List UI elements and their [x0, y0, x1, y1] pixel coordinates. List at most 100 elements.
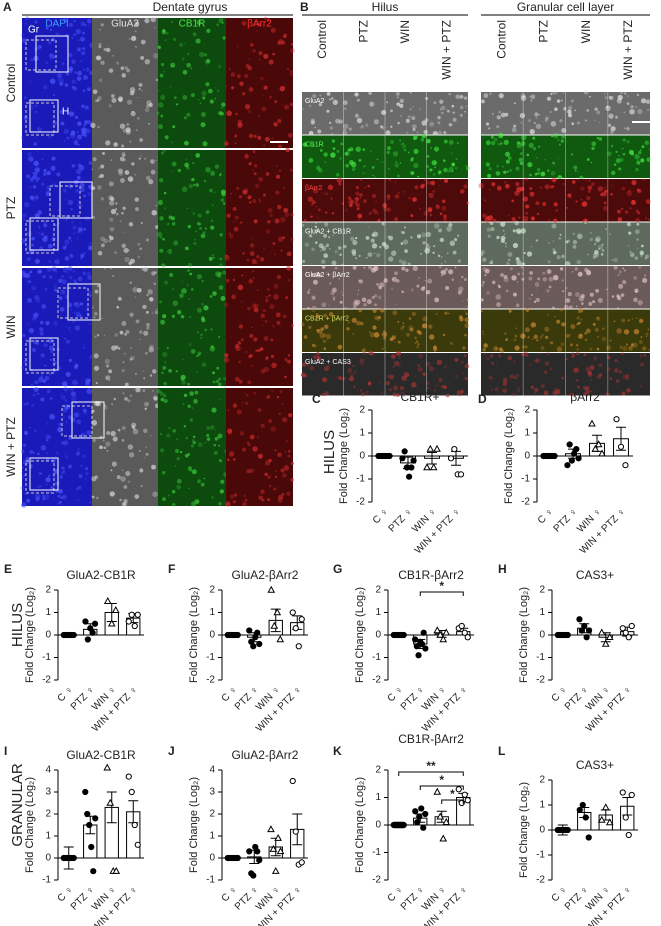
texture: [135, 319, 140, 324]
texture: [574, 267, 578, 271]
texture: [218, 336, 221, 338]
texture: [39, 246, 44, 251]
texture: [492, 378, 494, 380]
texture: [181, 358, 184, 361]
texture: [381, 109, 387, 115]
texture: [154, 310, 159, 315]
texture: [68, 22, 73, 28]
texture: [520, 95, 527, 101]
texture: [573, 165, 578, 170]
texture: [572, 232, 575, 235]
texture: [417, 366, 423, 373]
texture: [358, 308, 363, 313]
texture: [29, 270, 33, 274]
texture: [625, 343, 629, 346]
texture: [516, 389, 520, 393]
texture: [32, 26, 36, 30]
texture: [213, 191, 216, 194]
texture: [514, 345, 520, 351]
texture: [260, 369, 266, 374]
texture: [618, 283, 624, 289]
texture: [245, 351, 248, 353]
texture: [182, 95, 188, 100]
texture: [75, 487, 78, 490]
texture: [68, 464, 73, 469]
texture: [29, 195, 35, 200]
texture: [175, 438, 179, 441]
texture: [433, 389, 436, 392]
texture: [379, 308, 385, 313]
texture: [49, 358, 53, 361]
texture: [618, 154, 620, 157]
texture: [123, 320, 126, 323]
texture: [548, 218, 551, 221]
texture: [234, 142, 237, 145]
texture: [136, 287, 142, 293]
texture: [143, 428, 148, 433]
texture: [598, 121, 601, 123]
texture: [113, 251, 118, 255]
texture: [366, 299, 372, 305]
texture: [39, 331, 44, 336]
texture: [353, 299, 358, 303]
texture: [547, 260, 551, 264]
texture: [644, 256, 648, 260]
y-tick-label: -1: [536, 652, 545, 663]
texture: [191, 407, 194, 409]
data-point: [423, 463, 431, 471]
texture: [134, 494, 140, 499]
texture: [187, 382, 191, 386]
texture: [371, 193, 377, 199]
texture: [414, 185, 419, 190]
texture: [331, 139, 336, 143]
texture: [644, 140, 650, 146]
texture: [397, 121, 400, 125]
texture: [281, 104, 283, 106]
texture: [65, 219, 68, 222]
texture: [108, 195, 114, 201]
texture: [27, 323, 30, 326]
texture: [328, 312, 334, 317]
texture: [176, 484, 182, 490]
texture: [137, 117, 140, 120]
texture: [544, 158, 546, 161]
y-tick-label: 1: [539, 607, 545, 618]
texture: [433, 350, 436, 352]
texture: [249, 201, 252, 204]
texture: [592, 300, 596, 304]
texture: [69, 387, 74, 392]
texture: [205, 210, 210, 214]
texture: [102, 151, 105, 155]
data-point: [597, 628, 606, 636]
texture: [502, 165, 504, 168]
texture: [249, 468, 255, 474]
texture: [482, 281, 485, 284]
texture: [319, 250, 322, 252]
texture: [380, 125, 383, 128]
texture: [540, 171, 546, 177]
texture: [637, 108, 643, 115]
texture: [166, 433, 171, 438]
texture: [202, 96, 206, 100]
texture: [527, 119, 531, 123]
texture: [172, 429, 176, 433]
texture: [194, 390, 199, 395]
texture: [403, 226, 406, 229]
stain-label: GluA2: [305, 98, 325, 105]
texture: [63, 386, 69, 392]
texture: [598, 137, 602, 141]
texture: [77, 202, 83, 208]
texture: [589, 347, 593, 351]
texture: [332, 147, 336, 150]
texture: [611, 259, 614, 261]
texture: [31, 236, 35, 241]
data-point: [585, 627, 593, 634]
texture: [589, 95, 591, 98]
y-tick-label: -2: [372, 675, 381, 686]
texture: [589, 365, 595, 370]
texture: [226, 110, 232, 117]
texture: [520, 121, 523, 124]
texture: [395, 350, 402, 356]
texture: [508, 309, 512, 313]
texture: [426, 139, 431, 144]
